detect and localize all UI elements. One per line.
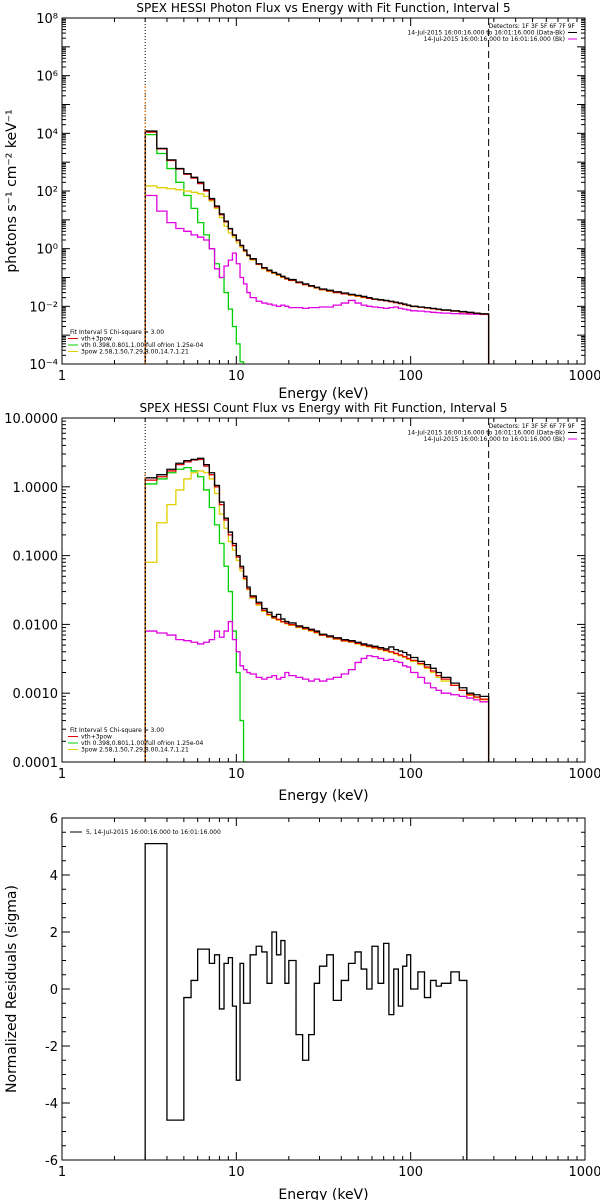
- y-tick-label: 2: [50, 926, 58, 941]
- legend-entry: vth+3pow: [81, 734, 112, 741]
- legend-entry: vth 0.398,0.801,1.00 full ofrion 1.25e-0…: [81, 342, 204, 349]
- legend-entry: 14-Jul-2015 16:00:16.000 to 16:01:16.000…: [424, 436, 565, 443]
- series-bk: [144, 620, 490, 762]
- x-tick-label: 1000: [568, 767, 600, 782]
- x-tick-label: 10: [228, 767, 245, 782]
- x-axis-label: Energy (keV): [278, 386, 368, 402]
- y-tick-label: 4: [50, 869, 58, 884]
- y-tick-label: 10⁸: [36, 12, 58, 27]
- series-vth: [144, 466, 248, 762]
- y-axis-label: Normalized Residuals (sigma): [4, 885, 20, 1093]
- legend-entry: 14-Jul-2015 16:00:16.000 to 16:01:16.000…: [407, 30, 565, 37]
- y-tick-label: 10⁶: [36, 70, 58, 85]
- x-tick-label: 10: [228, 369, 245, 384]
- plot-frame: [61, 417, 586, 763]
- chart-panel-1: SPEX HESSI Photon Flux vs Energy with Fi…: [4, 1, 600, 402]
- y-tick-label: 10⁻²: [29, 300, 58, 315]
- y-tick-label: 0.0100: [13, 618, 59, 633]
- y-tick-label: 0.0001: [13, 756, 59, 771]
- y-tick-label: 10⁰: [36, 243, 58, 258]
- y-tick-label: 0.1000: [13, 550, 59, 565]
- legend-entry: 14-Jul-2015 16:00:16.000 to 16:01:16.000…: [407, 430, 565, 437]
- series-data-bk: [144, 457, 490, 762]
- y-tick-label: -2: [45, 1040, 58, 1055]
- y-tick-label: -6: [45, 1154, 58, 1169]
- x-tick-label: 100: [398, 369, 423, 384]
- y-axis-label: photons s⁻¹ cm⁻² keV⁻¹: [4, 109, 20, 272]
- series-vth-3pow: [144, 458, 490, 762]
- series-bk: [144, 194, 490, 364]
- x-tick-label: 100: [398, 767, 423, 782]
- y-tick-label: 10⁴: [36, 127, 58, 142]
- y-tick-label: 10.0000: [4, 412, 58, 427]
- legend-entry: Detectors: 1F 3F 5F 6F 7F 9F: [489, 423, 576, 430]
- legend-entry: Detectors: 1F 3F 5F 6F 7F 9F: [489, 23, 576, 30]
- series-residuals: [144, 843, 468, 1160]
- y-tick-label: 0.0010: [13, 687, 59, 702]
- x-tick-label: 10: [228, 1165, 245, 1180]
- x-tick-label: 1000: [568, 1165, 600, 1180]
- y-tick-label: 10²: [36, 185, 58, 200]
- chart-title: SPEX HESSI Count Flux vs Energy with Fit…: [139, 401, 507, 415]
- chart-panel-3: 1 10 100 1000 -6 -4 -2 0 2 4 6 Energy (keV) Normaliz…: [4, 812, 600, 1200]
- x-axis-label: Energy (keV): [278, 788, 368, 804]
- x-tick-label: 100: [398, 1165, 423, 1180]
- series-3pow: [144, 470, 490, 762]
- chart-panel-2: SPEX HESSI Count Flux vs Energy with Fit…: [4, 401, 600, 804]
- series-vth-3pow: [144, 131, 490, 364]
- x-tick-label: 1000: [568, 369, 600, 384]
- y-tick-label: 10⁻⁴: [29, 358, 58, 373]
- legend-entry: Fit Interval 5 Chi-square = 3.00: [70, 727, 164, 734]
- plot-frame: [61, 17, 586, 365]
- legend-entry: Fit Interval 5 Chi-square = 3.00: [70, 329, 164, 336]
- y-tick-label: 6: [50, 812, 58, 827]
- y-tick-label: 1.0000: [13, 481, 59, 496]
- legend-entry: 5, 14-Jul-2015 16:00:16.000 to 16:01:16.…: [86, 829, 221, 836]
- y-tick-label: -4: [45, 1097, 58, 1112]
- x-axis-label: Energy (keV): [278, 1187, 368, 1200]
- x-tick-label: 1: [58, 1165, 66, 1180]
- legend-entry: vth+3pow: [81, 336, 112, 343]
- series-data-bk: [144, 130, 490, 364]
- x-tick-label: 1: [58, 369, 66, 384]
- legend-entry: 3pow 2.58,1.50,7.29,8.00,14.7,1.21: [81, 747, 189, 754]
- plot-frame: [61, 817, 586, 1161]
- chart-title: SPEX HESSI Photon Flux vs Energy with Fi…: [136, 1, 510, 15]
- legend-entry: vth 0.398,0.801,1.00 full ofrion 1.25e-0…: [81, 740, 204, 747]
- legend-entry: 14-Jul-2015 16:00:16.000 to 16:01:16.000…: [424, 36, 565, 43]
- x-tick-label: 1: [58, 767, 66, 782]
- y-tick-label: 0: [50, 983, 58, 998]
- legend-entry: 3pow 2.58,1.50,7.29,8.00,14.7,1.21: [81, 349, 189, 356]
